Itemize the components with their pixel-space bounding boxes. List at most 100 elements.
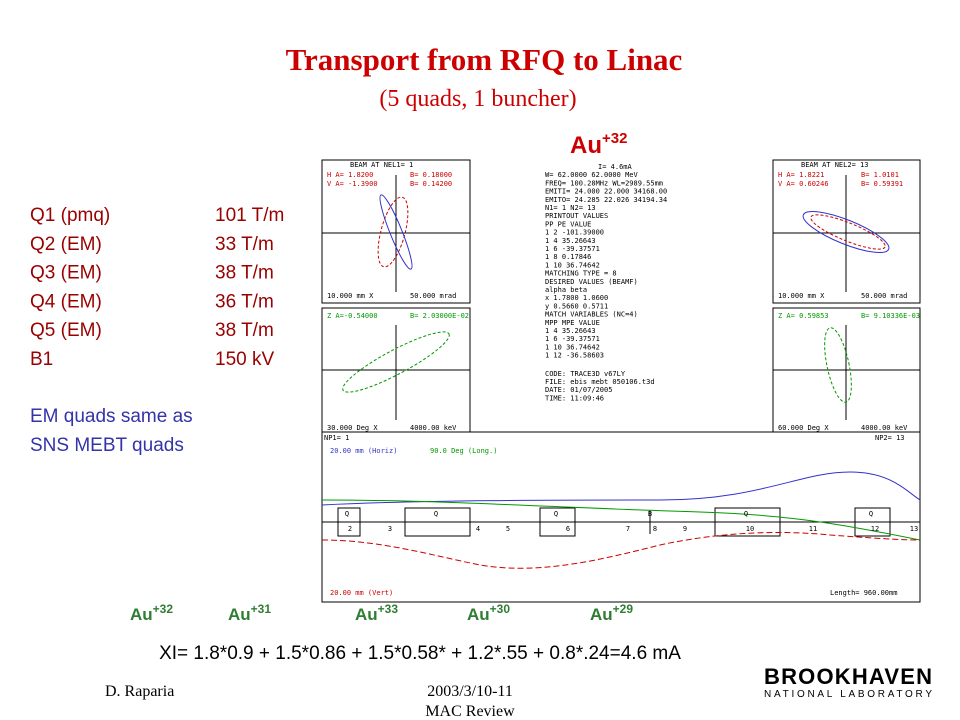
code-line: W= 62.0000 62.0000 MeV [545, 171, 639, 179]
panel-text: 10.000 mm X [778, 292, 825, 300]
code-line: DESIRED VALUES (BEAMF) [545, 278, 638, 286]
element-label: Q [434, 510, 438, 518]
panel-text: B= 0.14200 [410, 180, 452, 188]
panel-text: 4000.00 keV [410, 424, 457, 432]
code-line: y 0.5660 0.5711 [545, 302, 608, 310]
magnet-name: Q2 (EM) [30, 234, 102, 255]
panel-text: H A= 1.8200 [327, 171, 373, 179]
code-line: DATE: 01/07/2005 [545, 386, 612, 394]
logo-sub: NATIONAL LABORATORY [764, 689, 932, 700]
panel-text: V A= -1.3900 [327, 180, 378, 188]
title: Transport from RFQ to Linac [286, 42, 683, 77]
element-label: Q [869, 510, 873, 518]
element-number: 3 [388, 525, 392, 533]
code-line: 1 12 -36.58603 [545, 352, 604, 360]
code-line: 1 4 35.26643 [545, 237, 596, 245]
element-number: 7 [626, 525, 630, 533]
code-line: EMITI= 24.000 22.000 34168.00 [545, 188, 667, 196]
element-label: Q [345, 510, 349, 518]
charge-element: Au [228, 605, 251, 624]
element-number: 10 [746, 525, 754, 533]
magnet-name: Q5 (EM) [30, 320, 102, 341]
panel-text: B= 2.03000E-02 [410, 312, 469, 320]
element-label: B [648, 510, 652, 518]
panel-text: V A= 0.60246 [778, 180, 829, 188]
panel-text: BEAM AT NEL2= 13 [801, 161, 868, 169]
panel-text: 4000.00 keV [861, 424, 908, 432]
magnet-value: 101 T/m [215, 205, 284, 226]
code-line: 1 4 35.26643 [545, 327, 596, 335]
panel-text: 30.000 Deg X [327, 424, 378, 432]
charge-element: Au [130, 605, 153, 624]
element-number: 11 [809, 525, 817, 533]
code-line: x 1.7800 1.0600 [545, 294, 608, 302]
panel-text: B= 0.59391 [861, 180, 903, 188]
panel-text: Z A= 0.59853 [778, 312, 829, 320]
trace-panels [321, 159, 921, 603]
date: 2003/3/10-11 [427, 683, 513, 700]
magnet-name: Q3 (EM) [30, 263, 102, 284]
magnet-name: B1 [30, 349, 53, 370]
element-number: 8 [653, 525, 657, 533]
note: SNS MEBT quads [30, 435, 184, 456]
charge-state: Au+30 [467, 602, 510, 624]
element-number: 13 [910, 525, 918, 533]
code-line: 1 6 -39.37571 [545, 245, 600, 253]
charge-element: Au [355, 605, 378, 624]
panel-text: B= 9.10336E-03 [861, 312, 920, 320]
panel-text: B= 1.0101 [861, 171, 899, 179]
length: Length= 960.00mm [830, 589, 897, 597]
code-line: EMITO= 24.285 22.026 34194.34 [545, 196, 667, 204]
ion-label: Au+32 [570, 130, 627, 159]
charge-state: Au+29 [590, 602, 633, 624]
logo-name: BROOKHAVEN [764, 664, 932, 689]
code-line: PRINTOUT VALUES [545, 212, 608, 220]
code-line: FILE: ebis mebt 050106.t3d [545, 378, 655, 386]
magnet-value: 38 T/m [215, 263, 274, 284]
magnet-name: Q4 (EM) [30, 291, 102, 312]
ion-charge: +32 [602, 130, 627, 147]
np1: NP1= 1 [324, 434, 349, 442]
panel-text: 50.000 mrad [861, 292, 907, 300]
element-label: Q [554, 510, 558, 518]
charge-value: +33 [378, 602, 399, 616]
charge-value: +29 [613, 602, 634, 616]
magnet-value: 38 T/m [215, 320, 274, 341]
horiz-scale: 20.00 mm (Horiz) [330, 447, 397, 455]
code-line: CODE: TRACE3D v67LY [545, 370, 626, 378]
code-line: PP PE VALUE [545, 220, 591, 228]
charge-state: Au+31 [228, 602, 271, 624]
panel-text: 50.000 mrad [410, 292, 456, 300]
code-line: MATCH VARIABLES (NC=4) [545, 311, 638, 319]
code-line: 1 10 36.74642 [545, 343, 600, 351]
charge-element: Au [467, 605, 490, 624]
formula: XI= 1.8*0.9 + 1.5*0.86 + 1.5*0.58* + 1.2… [159, 643, 681, 664]
np2: NP2= 13 [875, 434, 905, 442]
code-line: I= 4.6mA [598, 163, 633, 171]
panel-text: BEAM AT NEL1= 1 [350, 161, 413, 169]
code-line: 1 2 -101.39000 [545, 229, 604, 237]
charge-value: +32 [153, 602, 174, 616]
code-line: MATCHING TYPE = 8 [545, 270, 617, 278]
charge-state: Au+32 [130, 602, 173, 624]
charge-value: +30 [490, 602, 511, 616]
element-number: 12 [871, 525, 879, 533]
code-line: alpha beta [545, 286, 587, 294]
magnet-value: 150 kV [215, 349, 274, 370]
panel-text: 60.000 Deg X [778, 424, 829, 432]
code-line: 1 8 0.17846 [545, 253, 591, 261]
code-line: MPP MPE VALUE [545, 319, 600, 327]
element-number: 5 [506, 525, 510, 533]
panel-text: Z A=-0.54000 [327, 312, 378, 320]
subtitle: (5 quads, 1 buncher) [379, 86, 576, 112]
code-line: TIME: 11:09:46 [545, 394, 604, 402]
event: MAC Review [425, 703, 515, 720]
charge-value: +31 [251, 602, 272, 616]
ion-element: Au [570, 132, 602, 159]
magnet-value: 36 T/m [215, 291, 274, 312]
vert-scale: 20.00 mm (Vert) [330, 589, 393, 597]
magnet-name: Q1 (pmq) [30, 205, 110, 226]
panel-text: B= 0.18000 [410, 171, 452, 179]
element-number: 9 [683, 525, 687, 533]
